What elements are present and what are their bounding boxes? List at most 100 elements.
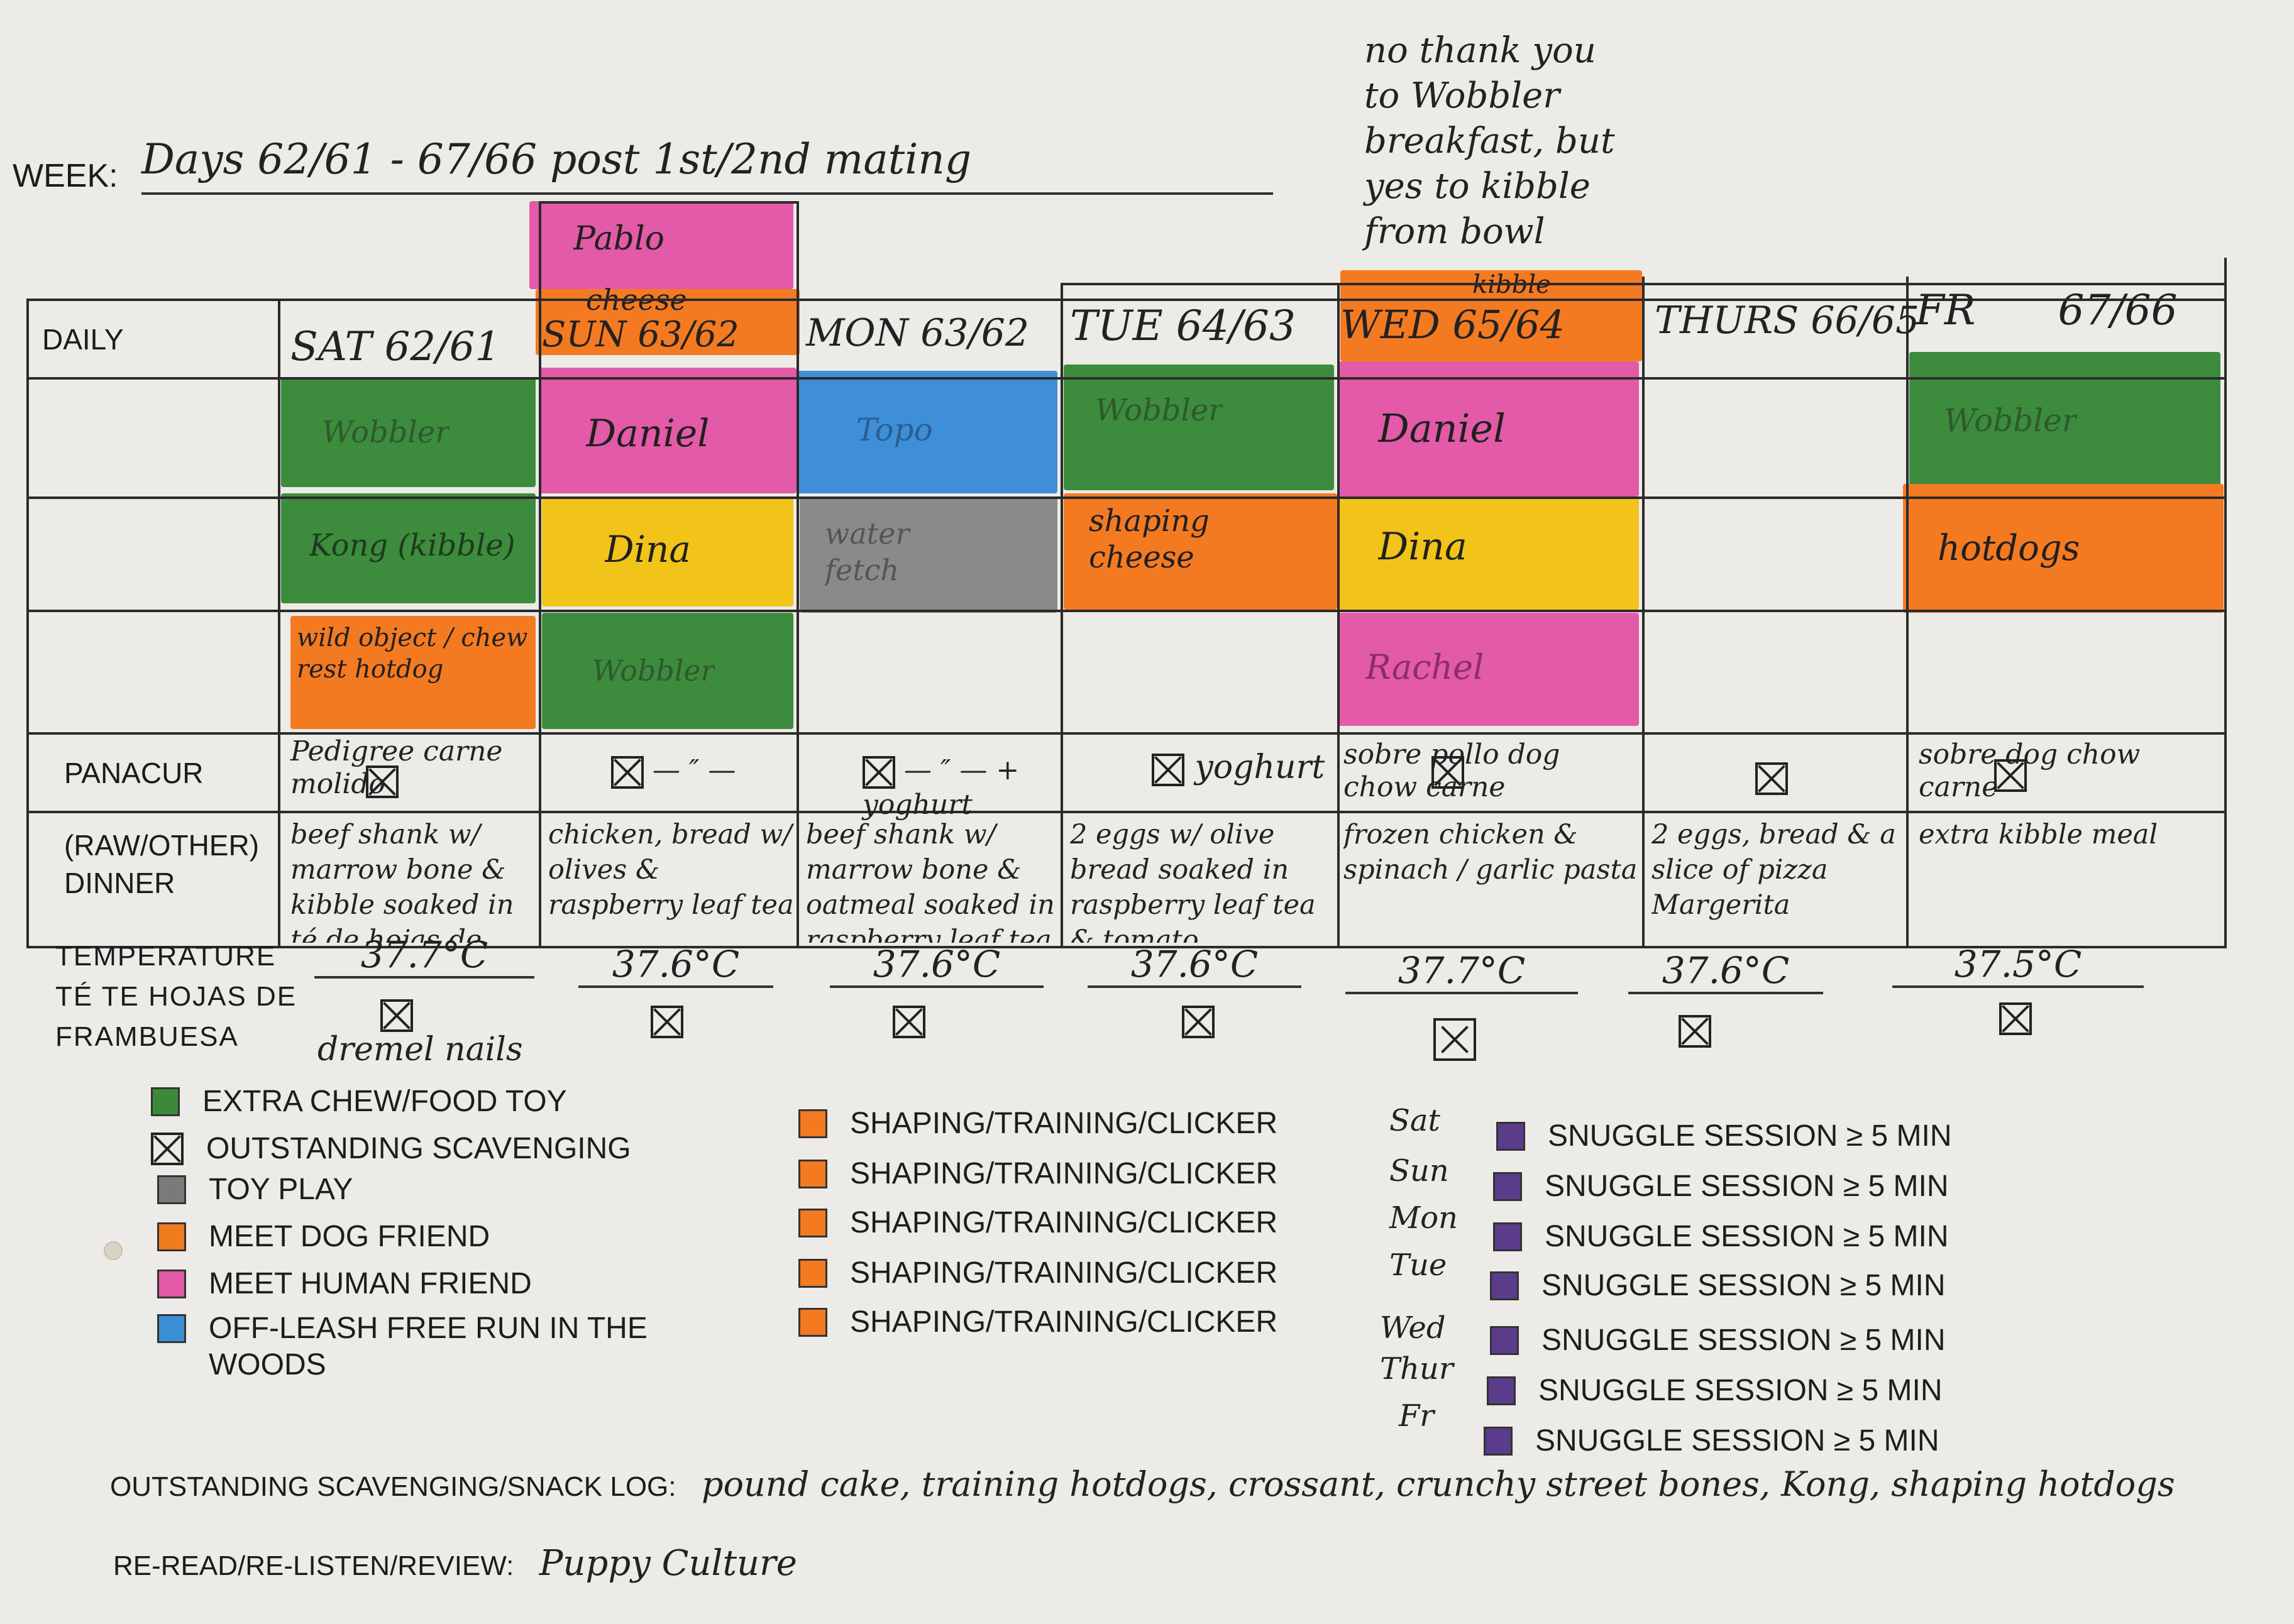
x-box-icon xyxy=(366,765,399,798)
pink-square-icon xyxy=(157,1269,186,1298)
legend-off-leash: OFF-LEASH FREE RUN IN THE WOODS xyxy=(157,1310,648,1383)
tue-activity-2-text: shaping cheese xyxy=(1089,503,1210,575)
dinner-mon: beef shank w/ marrow bone & oatmeal soak… xyxy=(806,819,1055,943)
legend-toy-play: TOY PLAY xyxy=(157,1172,353,1207)
x-box-icon xyxy=(863,755,895,789)
schedule-grid: Pablo cheese kibble Wobbler Kong (kibble… xyxy=(26,201,2227,955)
temp-tue: 37.6°C xyxy=(1088,943,1301,988)
panacur-sun: — ″ — xyxy=(611,754,787,789)
x-box-icon xyxy=(1994,759,2027,792)
sun-top-text: Pablo xyxy=(573,220,664,258)
wed-activity-1 xyxy=(1337,361,1639,497)
scavenging-log-label: OUTSTANDING SCAVENGING/SNACK LOG: xyxy=(110,1471,676,1502)
x-box-icon xyxy=(1755,762,1788,795)
legend-shaping-2: SHAPING/TRAINING/CLICKER xyxy=(798,1156,1277,1191)
dinner-fri: extra kibble meal xyxy=(1919,819,2158,850)
blue-square-icon xyxy=(157,1314,186,1343)
sun-activity-1 xyxy=(539,368,797,493)
temp-fri: 37.5°C xyxy=(1892,943,2144,988)
legend-snuggle-sat: SNUGGLE SESSION ≥ 5 MIN xyxy=(1496,1119,1952,1153)
sun-activity-1-text: Daniel xyxy=(586,412,710,456)
legend-day-sun: Sun xyxy=(1389,1153,1449,1188)
wednesday-note: no thank you to Wobbler breakfast, but y… xyxy=(1364,30,1615,252)
temp-thu: 37.6°C xyxy=(1628,949,1823,994)
sat-activity-1 xyxy=(281,377,536,487)
legend-shaping-4: SHAPING/TRAINING/CLICKER xyxy=(798,1256,1277,1290)
sun-activity-3 xyxy=(542,613,793,729)
sat-activity-3 xyxy=(290,616,536,729)
legend-day-sat: Sat xyxy=(1389,1103,1440,1138)
panacur-mon: — ″ — + yoghurt xyxy=(863,754,1020,821)
punch-hole xyxy=(104,1241,123,1260)
dinner-sun: chicken, bread w/ olives & raspberry lea… xyxy=(548,819,794,921)
fri-activity-1-text: Wobbler xyxy=(1944,402,2077,439)
x-box-icon xyxy=(651,1006,683,1038)
row-label-dinner: (RAW/OTHER) DINNER xyxy=(64,829,260,899)
day-header-sun: SUN 63/62 xyxy=(542,314,739,355)
fri-activity-2 xyxy=(1903,484,2224,613)
purple-square-icon xyxy=(1490,1325,1519,1355)
tue-activity-1-text: Wobbler xyxy=(1095,393,1223,428)
fri-activity-1 xyxy=(1909,352,2220,487)
temperature-label: TEMPERATURE TÉ TE HOJAS DE FRAMBUESA xyxy=(55,941,297,1052)
legend-human-friend: MEET HUMAN FRIEND xyxy=(157,1266,532,1301)
x-box-icon xyxy=(611,755,644,789)
x-box-icon xyxy=(893,1006,925,1038)
day-header-fri: FR 67/66 xyxy=(1916,286,2178,334)
panacur-tue: yoghurt xyxy=(1152,751,1328,786)
dinner-sat: beef shank w/ marrow bone & kibble soake… xyxy=(290,819,514,943)
panacur-fri: sobre dog chow carne xyxy=(1919,738,2141,803)
sat-dremel-note: dremel nails xyxy=(317,1031,523,1068)
legend-shaping-3: SHAPING/TRAINING/CLICKER xyxy=(798,1205,1277,1240)
legend-shaping-1: SHAPING/TRAINING/CLICKER xyxy=(798,1106,1277,1141)
tue-activity-2 xyxy=(1064,493,1337,610)
temp-mon: 37.6°C xyxy=(830,943,1044,988)
day-header-tue: TUE 64/63 xyxy=(1070,302,1296,350)
legend-snuggle-sun: SNUGGLE SESSION ≥ 5 MIN xyxy=(1493,1169,1949,1204)
week-value: Days 62/61 - 67/66 post 1st/2nd mating xyxy=(141,135,1273,195)
orange-square-icon xyxy=(798,1307,827,1337)
sun-top-fill xyxy=(529,201,793,289)
sun-activity-2 xyxy=(542,497,793,606)
x-box-icon xyxy=(380,999,413,1032)
purple-square-icon xyxy=(1490,1271,1519,1300)
legend-dog-friend: MEET DOG FRIEND xyxy=(157,1219,490,1254)
sat-activity-2-text: Kong (kibble) xyxy=(309,528,516,563)
panacur-sat: Pedigree carne molido xyxy=(290,735,503,800)
purple-square-icon xyxy=(1484,1426,1513,1456)
scavenging-log: OUTSTANDING SCAVENGING/SNACK LOG: pound … xyxy=(110,1464,2175,1504)
x-box-icon xyxy=(151,1132,184,1165)
legend-day-fri: Fr xyxy=(1399,1398,1435,1434)
day-header-thu: THURS 66/65 xyxy=(1655,299,1920,343)
sat-activity-2 xyxy=(281,493,536,603)
x-box-icon xyxy=(1679,1015,1711,1048)
mon-activity-2 xyxy=(800,497,1057,613)
panacur-thu xyxy=(1755,760,1806,795)
orange-square-icon xyxy=(798,1258,827,1288)
mon-activity-1-text: Topo xyxy=(856,412,933,448)
temp-sat: 37.7°C xyxy=(314,933,534,979)
purple-square-icon xyxy=(1496,1121,1525,1151)
x-box-icon xyxy=(1431,755,1464,789)
purple-square-icon xyxy=(1493,1171,1522,1201)
x-box-icon xyxy=(1433,1018,1476,1061)
legend-snuggle-tue: SNUGGLE SESSION ≥ 5 MIN xyxy=(1490,1268,1946,1303)
day-header-wed: WED 65/64 xyxy=(1340,302,1565,348)
dinner-wed: frozen chicken & spinach / garlic pasta xyxy=(1343,819,1638,886)
sat-activity-3-text: wild object / chew rest hotdog xyxy=(297,623,528,684)
day-header-mon: MON 63/62 xyxy=(806,311,1030,355)
sat-activity-1-text: Wobbler xyxy=(322,415,450,450)
purple-square-icon xyxy=(1487,1376,1516,1405)
legend-shaping-5: SHAPING/TRAINING/CLICKER xyxy=(798,1305,1277,1339)
dinner-tue: 2 eggs w/ olive bread soaked in raspberr… xyxy=(1070,819,1316,943)
sun-activity-2-text: Dina xyxy=(605,528,691,571)
review-log-value: Puppy Culture xyxy=(539,1543,797,1584)
green-square-icon xyxy=(151,1087,180,1116)
week-label: WEEK: xyxy=(13,158,118,194)
legend-day-wed: Wed xyxy=(1380,1310,1446,1346)
orange-square-icon xyxy=(157,1222,186,1251)
x-box-icon xyxy=(1999,1002,2032,1035)
legend-scavenging: OUTSTANDING SCAVENGING xyxy=(151,1131,631,1166)
mon-activity-1 xyxy=(797,371,1057,493)
purple-square-icon xyxy=(1493,1222,1522,1251)
